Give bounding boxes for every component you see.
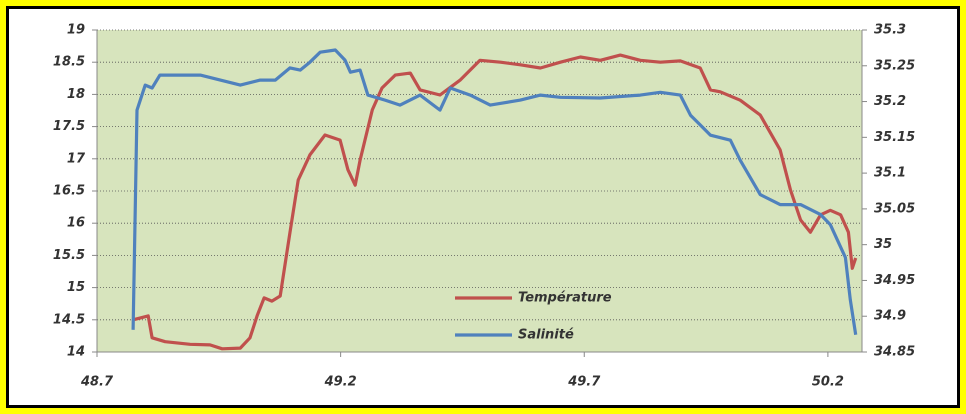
y-tick-label: 17 bbox=[67, 151, 86, 166]
y2-tick-label: 35.3 bbox=[874, 23, 906, 38]
y-tick-label: 17.5 bbox=[53, 119, 85, 134]
y-tick-label: 15 bbox=[67, 280, 85, 295]
legend-label: Température bbox=[518, 291, 612, 306]
y2-tick-label: 34.85 bbox=[874, 345, 915, 360]
y2-tick-label: 34.9 bbox=[874, 309, 906, 324]
y-tick-label: 18.5 bbox=[53, 55, 85, 70]
y2-tick-label: 34.95 bbox=[874, 273, 915, 288]
y-tick-label: 19 bbox=[67, 23, 85, 38]
x-tick-label: 50.2 bbox=[812, 375, 844, 390]
y-tick-label: 16.5 bbox=[53, 184, 85, 199]
y-tick-label: 18 bbox=[67, 87, 85, 102]
series-line bbox=[131, 48, 858, 336]
y2-tick-label: 35.05 bbox=[874, 201, 915, 216]
legend-label: Salinité bbox=[518, 328, 574, 343]
y-tick-label: 15.5 bbox=[53, 248, 85, 263]
y-tick-label: 14.5 bbox=[53, 312, 85, 327]
x-tick-label: 49.2 bbox=[324, 375, 357, 390]
y2-tick-label: 35 bbox=[874, 237, 892, 252]
y2-tick-label: 35.25 bbox=[874, 58, 915, 73]
x-tick-label: 48.7 bbox=[80, 375, 114, 390]
y2-tick-label: 35.15 bbox=[874, 130, 915, 145]
y2-tick-label: 35.2 bbox=[874, 94, 906, 109]
x-tick-label: 49.7 bbox=[567, 375, 601, 390]
y-tick-label: 16 bbox=[67, 216, 85, 231]
y2-tick-label: 35.1 bbox=[874, 166, 906, 181]
y-tick-label: 14 bbox=[67, 345, 85, 360]
